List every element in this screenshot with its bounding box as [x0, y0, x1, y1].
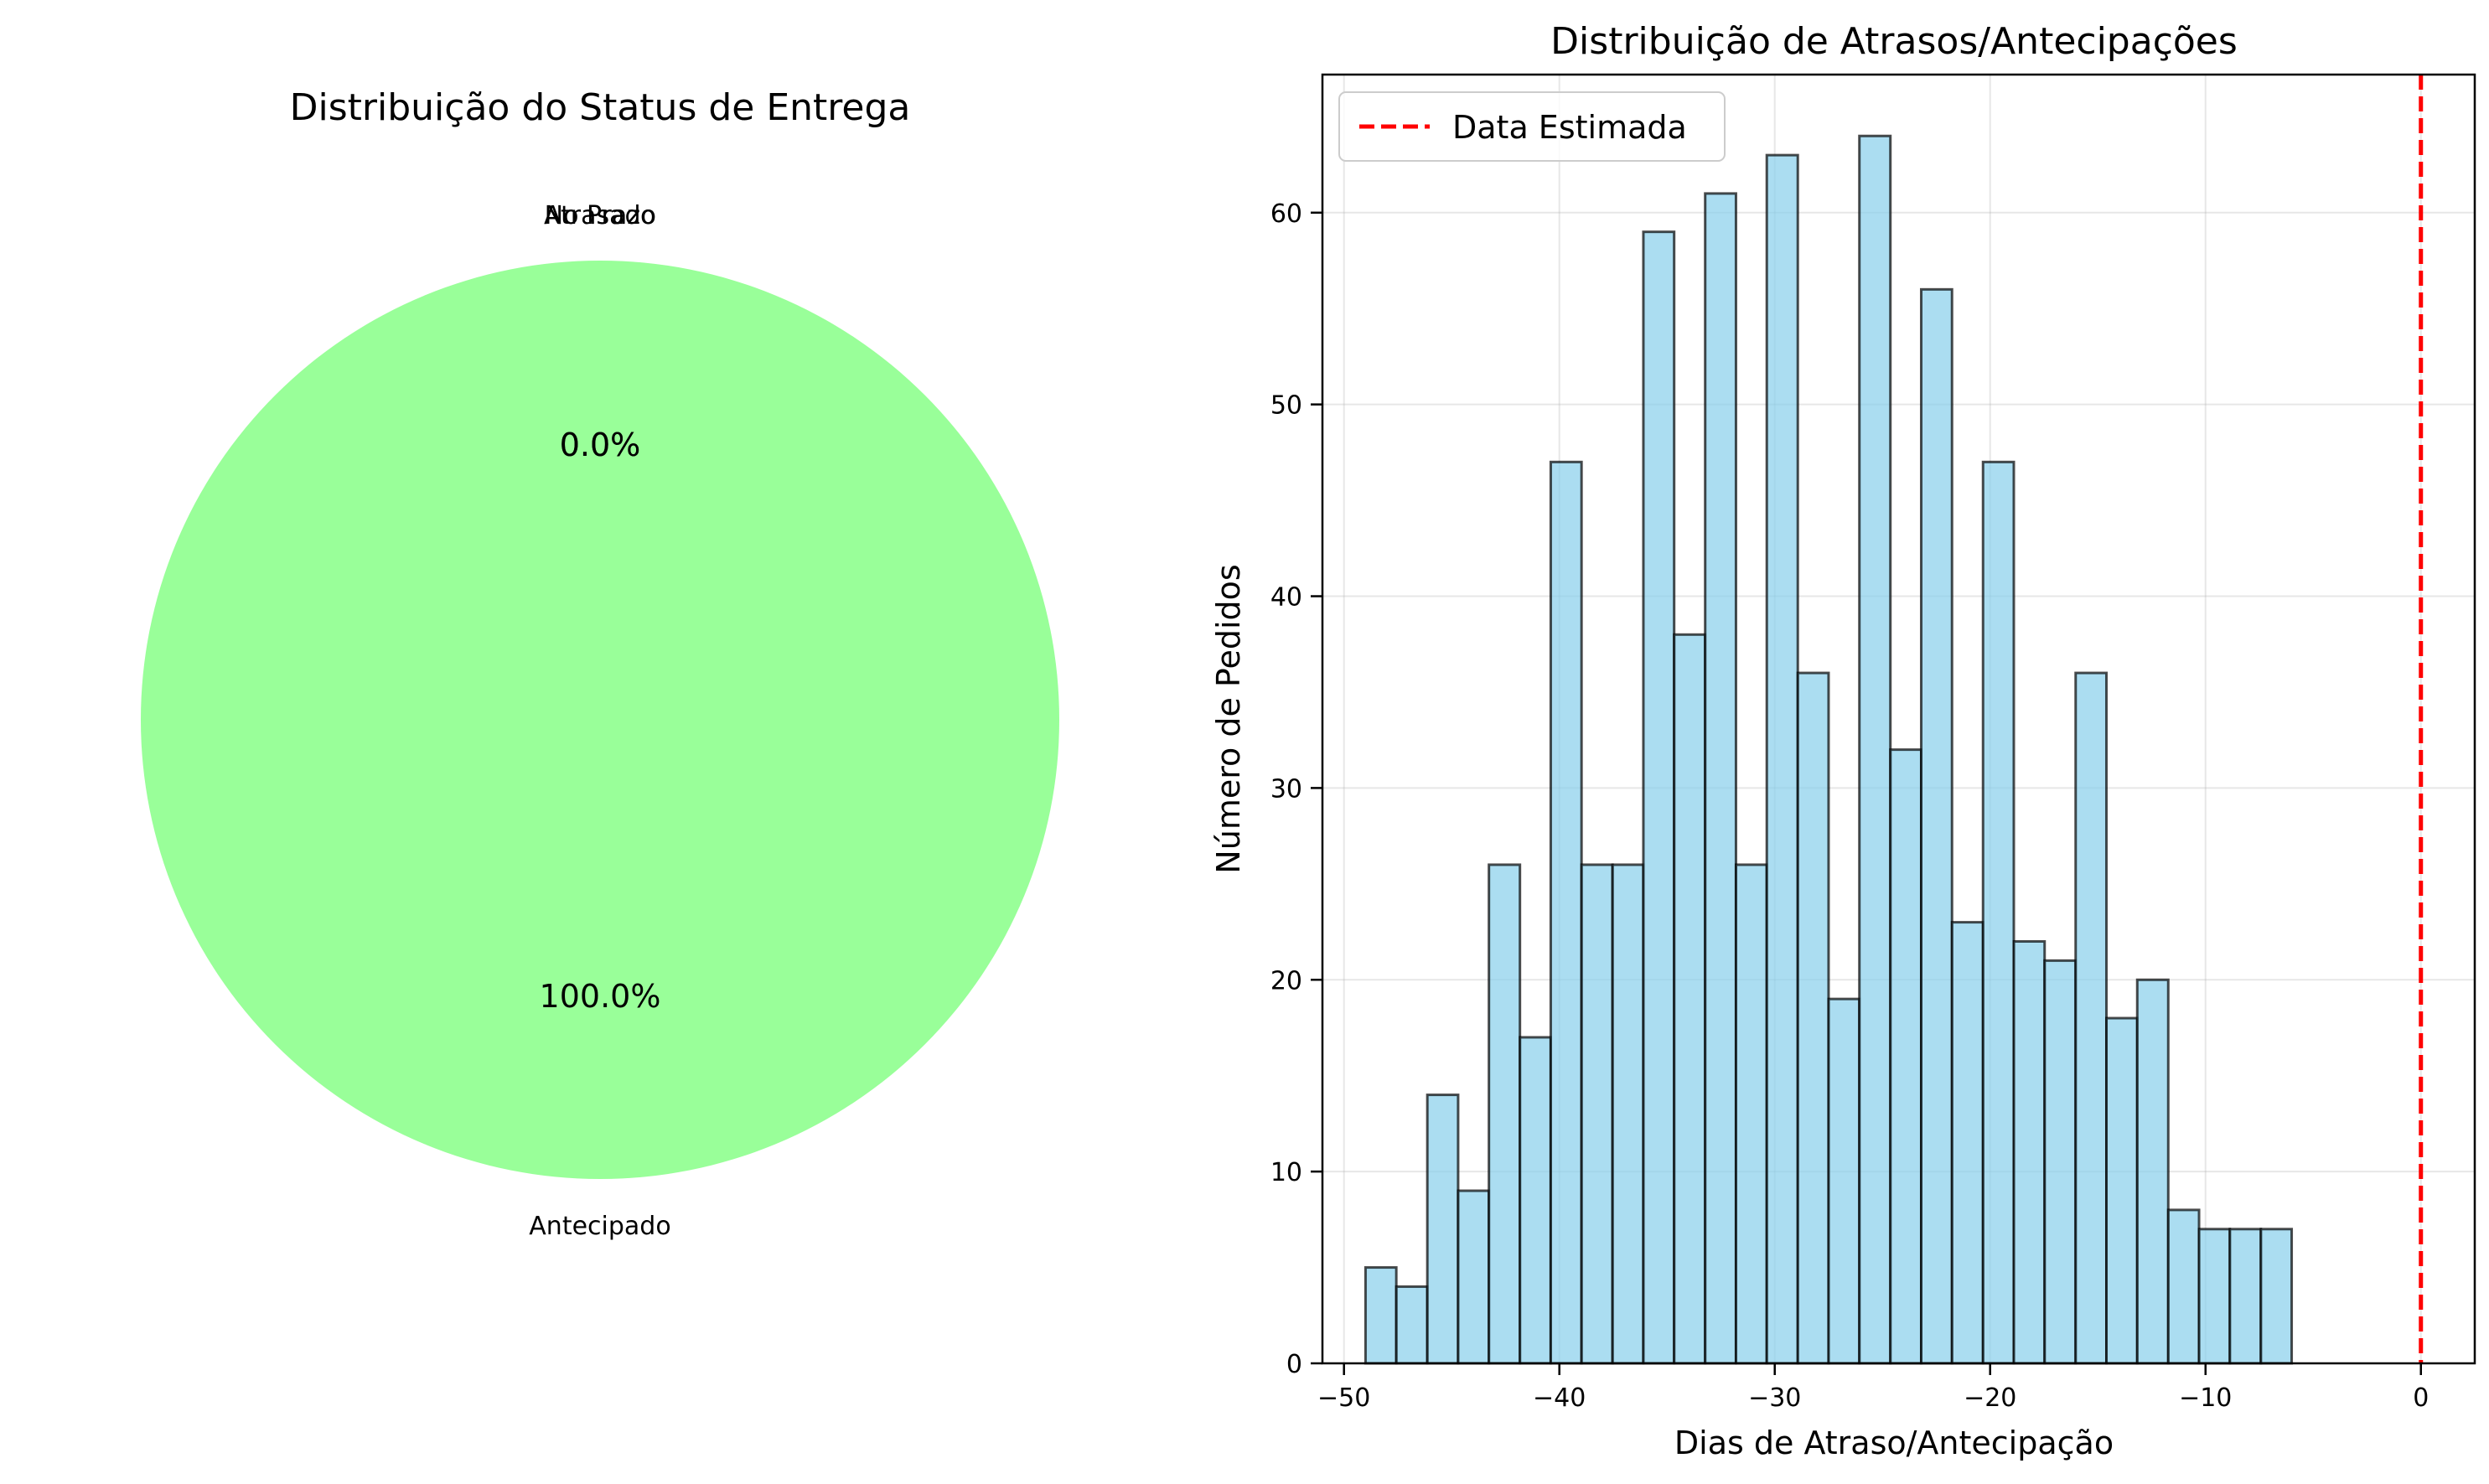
- y-tick-label: 40: [1270, 583, 1302, 613]
- histogram-bar: [1519, 1036, 1552, 1365]
- histogram-bar: [1488, 863, 1522, 1365]
- histogram-bar: [1704, 192, 1737, 1365]
- histogram-bar: [1549, 460, 1583, 1365]
- legend: Data Estimada: [1338, 91, 1726, 162]
- x-tick-label: −30: [1748, 1383, 1801, 1413]
- x-axis-label: Dias de Atraso/Antecipação: [1674, 1425, 2114, 1461]
- histogram-bar: [1734, 863, 1768, 1365]
- x-tick-label: −20: [1964, 1383, 2016, 1413]
- x-tick-label: −50: [1317, 1383, 1370, 1413]
- legend-box: [1338, 91, 1726, 162]
- histogram-bar: [1981, 460, 2016, 1365]
- histogram-bar: [1827, 997, 1861, 1365]
- pie-label: Atrasado: [544, 201, 656, 230]
- histogram-bar: [1765, 153, 1799, 1365]
- histogram-bar: [1919, 287, 1953, 1365]
- histogram-bar: [2197, 1228, 2232, 1365]
- pie-slices: [141, 261, 1059, 1179]
- histogram-bar: [1673, 633, 1707, 1365]
- histogram-bar: [2166, 1208, 2201, 1365]
- pie-label: Antecipado: [529, 1212, 670, 1241]
- histogram-bar: [1889, 748, 1922, 1365]
- axes-frame: [1321, 73, 2476, 1365]
- histogram-bar: [1796, 671, 1830, 1365]
- histogram-bar: [2228, 1228, 2263, 1365]
- histogram-chart: Distribuição de Atrasos/Antecipações −50…: [1210, 20, 2476, 1461]
- pie-percentage: 0.0%: [560, 427, 641, 463]
- histogram-bar: [1642, 230, 1676, 1365]
- histogram-bar: [2259, 1228, 2294, 1365]
- histogram-bar: [2012, 939, 2047, 1365]
- pie-chart: Distribuição do Status de Entrega No Pra…: [141, 86, 1059, 1241]
- x-tick-label: 0: [2413, 1383, 2429, 1413]
- y-tick-label: 50: [1270, 391, 1302, 421]
- axes: [1321, 73, 2476, 1365]
- legend-entry: Data Estimada: [1452, 109, 1687, 146]
- histogram-bar: [1611, 863, 1645, 1365]
- pie-slice-antecipado: [141, 261, 1059, 1179]
- y-tick-label: 30: [1270, 774, 1302, 804]
- x-ticks: −50 −40 −30 −20 −10 0: [1317, 1363, 2429, 1413]
- histogram-bar: [1395, 1285, 1429, 1365]
- y-tick-label: 20: [1270, 966, 1302, 995]
- histogram-bar: [1858, 134, 1892, 1365]
- histogram-bar: [2074, 671, 2109, 1365]
- histogram-title: Distribuição de Atrasos/Antecipações: [1550, 20, 2238, 63]
- histogram-bar: [1950, 921, 1984, 1365]
- histogram-bar: [1580, 863, 1614, 1365]
- pie-title: Distribuição do Status de Entrega: [290, 86, 911, 129]
- pie-percentage: 100.0%: [540, 978, 661, 1015]
- histogram-bar: [1364, 1266, 1398, 1365]
- y-tick-label: 60: [1270, 199, 1302, 229]
- y-tick-label: 10: [1270, 1158, 1302, 1187]
- histogram-bar: [2043, 959, 2078, 1365]
- x-tick-label: −40: [1533, 1383, 1586, 1413]
- y-axis-label: Número de Pedidos: [1210, 564, 1247, 873]
- histogram-bars: [1364, 134, 2294, 1365]
- pie-label: No Prazo: [545, 201, 656, 230]
- histogram-bar: [1457, 1189, 1491, 1365]
- x-tick-label: −10: [2179, 1383, 2232, 1413]
- y-tick-label: 0: [1286, 1350, 1302, 1379]
- histogram-bar: [1426, 1094, 1460, 1365]
- histogram-bar: [2105, 1016, 2139, 1365]
- histogram-bar: [2135, 978, 2170, 1365]
- y-ticks: 0 10 20 30 40 50 60: [1270, 199, 1322, 1379]
- pie-percentage: 0.0%: [560, 427, 641, 463]
